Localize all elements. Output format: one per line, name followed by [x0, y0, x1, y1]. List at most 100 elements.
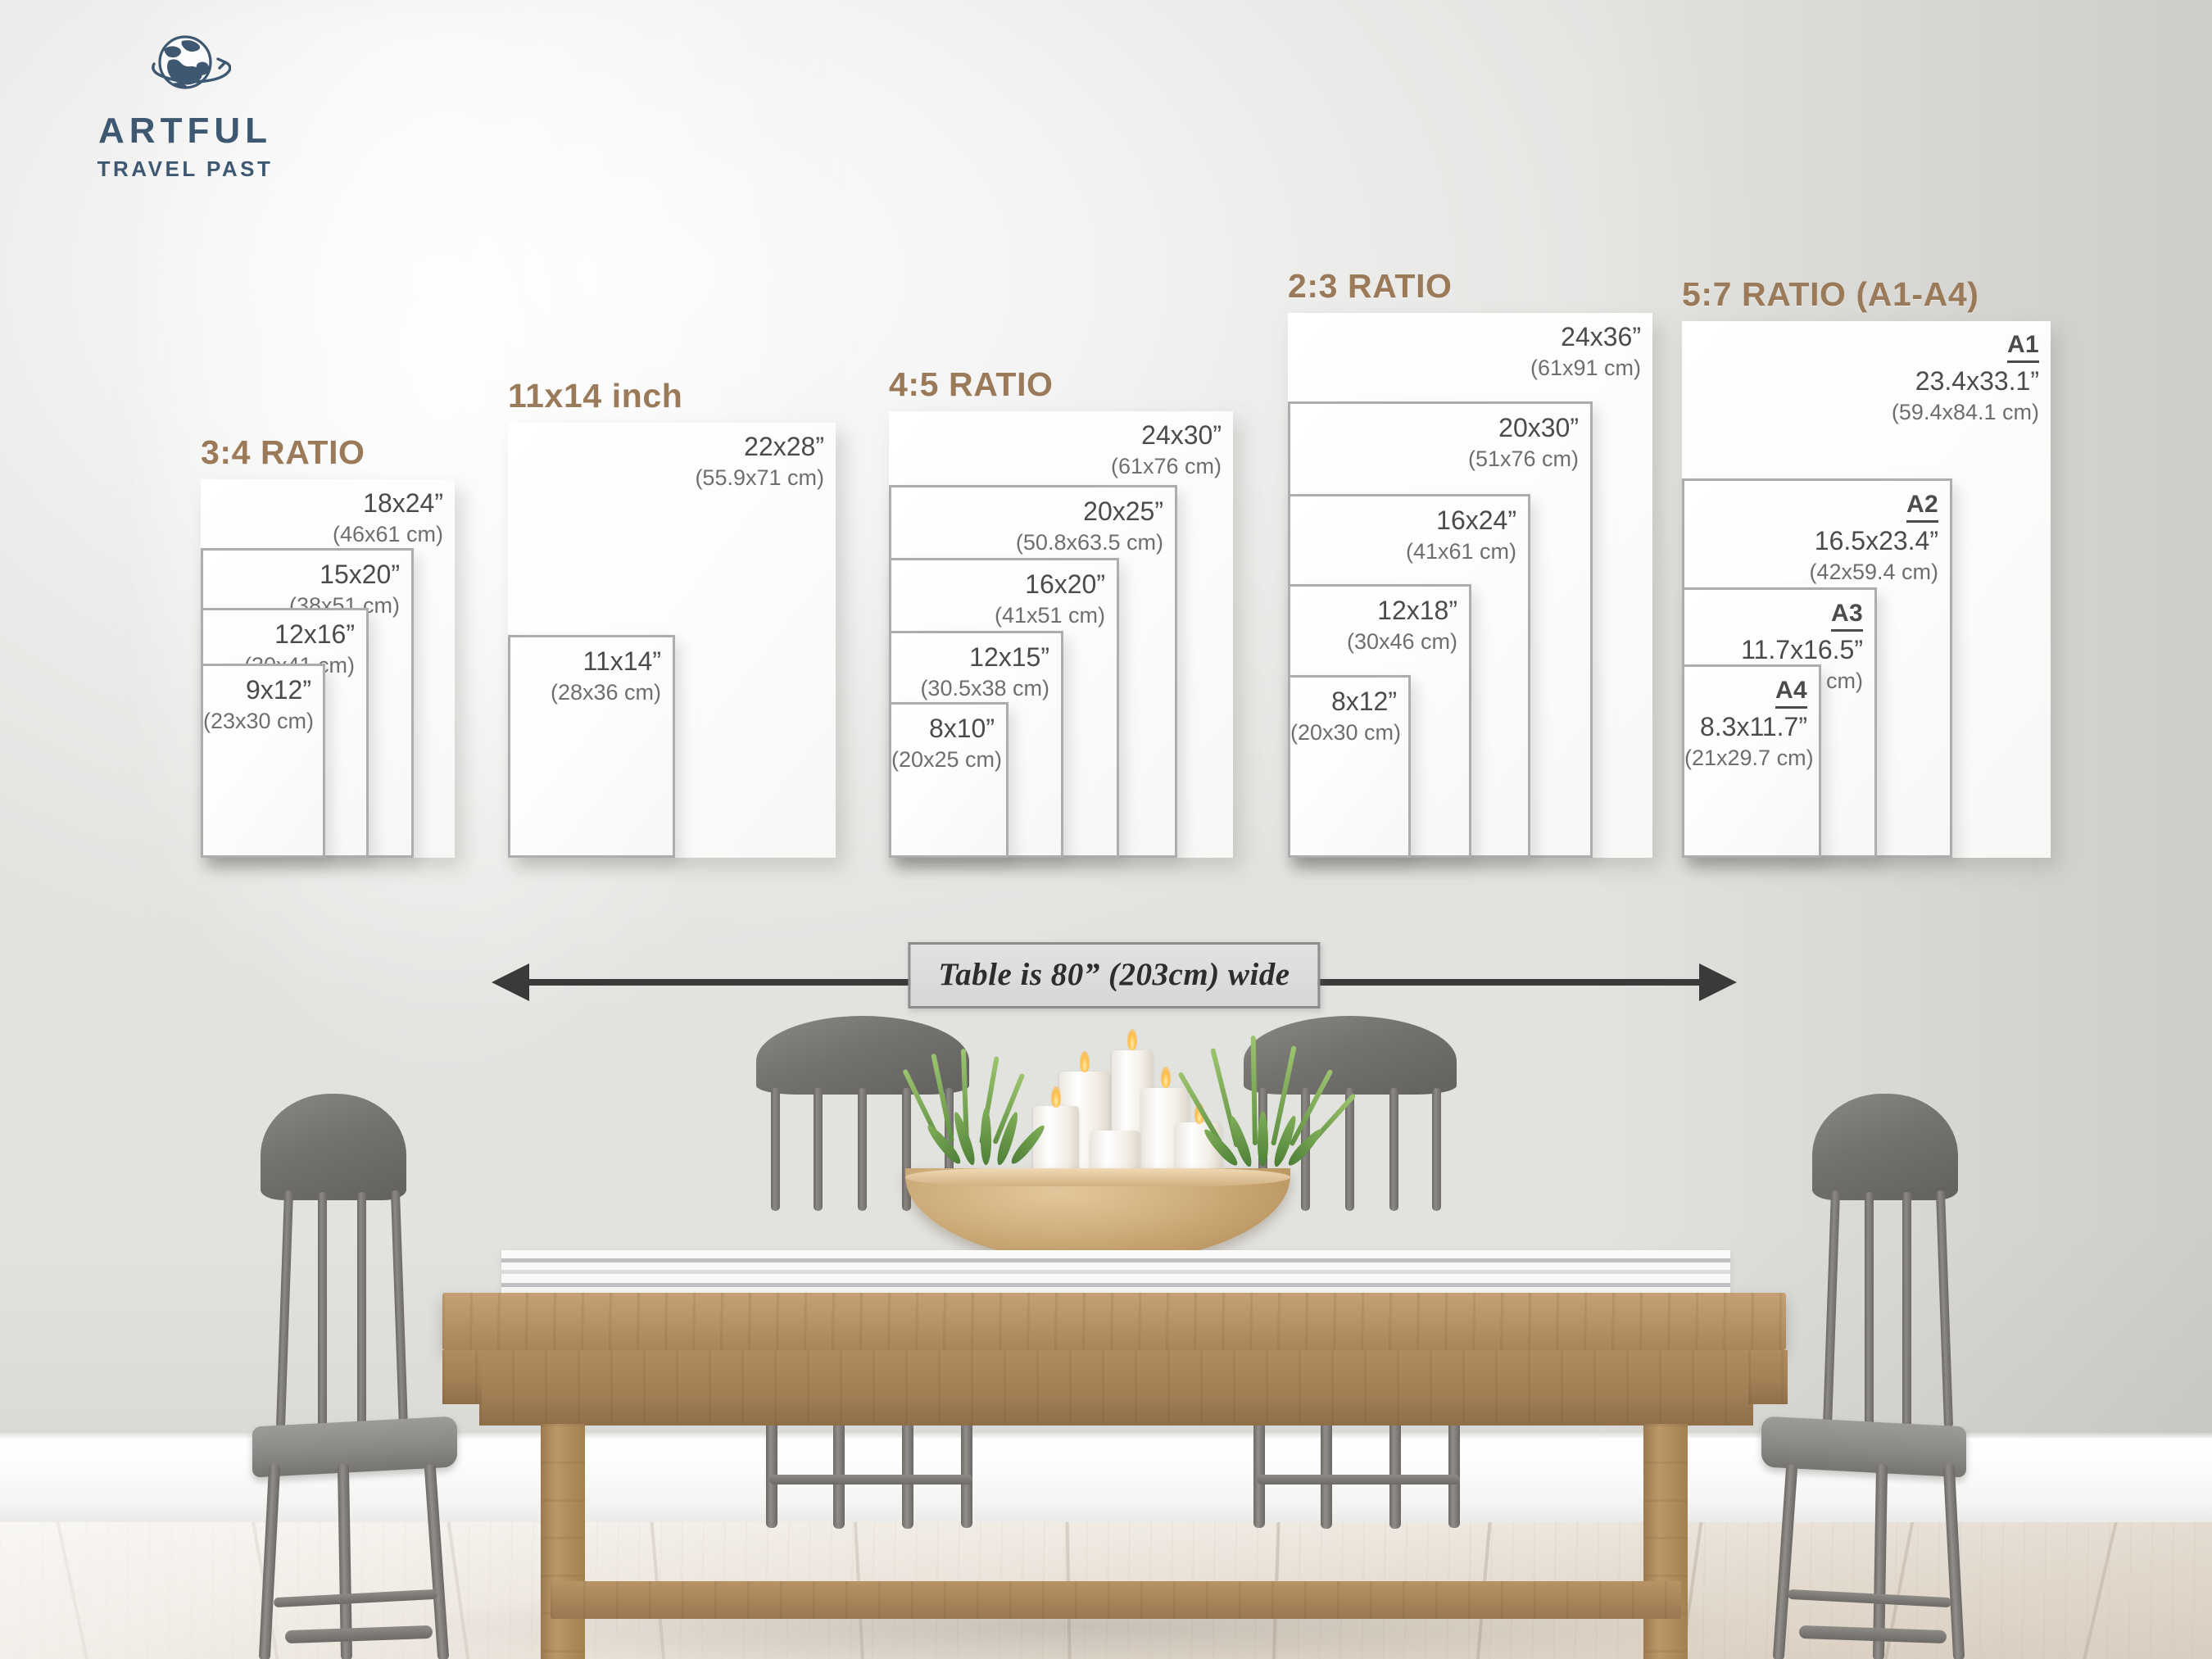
size-cm: (30x46 cm): [1346, 628, 1457, 654]
group-title: 11x14 inch: [508, 377, 683, 415]
paper-size-name: A1: [2007, 330, 2039, 364]
size-inches: 20x25”: [1083, 496, 1163, 526]
size-group-4-5: 4:5 RATIO 24x30” (61x76 cm) 20x25” (50.8…: [889, 365, 1233, 858]
size-inches: 8x10”: [928, 714, 995, 743]
frame-label: A4 8.3x11.7” (21x29.7 cm): [1684, 676, 1814, 772]
size-group-2-3: 2:3 RATIO 24x36” (61x91 cm) 20x30” (51x7…: [1288, 267, 1652, 858]
frame-label: A2 16.5x23.4” (42x59.4 cm): [1684, 490, 1938, 586]
size-inches: 12x18”: [1377, 596, 1457, 625]
bowl-rim: [905, 1168, 1290, 1186]
flame-icon: [1161, 1067, 1171, 1088]
flame-icon: [1127, 1029, 1137, 1050]
size-inches: 22x28”: [744, 432, 824, 461]
table-apron-end-left: [442, 1350, 482, 1404]
chair-front-left[interactable]: [236, 1094, 490, 1659]
size-inches: 16x20”: [1025, 569, 1105, 599]
frame-a4[interactable]: A4 8.3x11.7” (21x29.7 cm): [1682, 664, 1821, 858]
measurement-label: Table is 80” (203cm) wide: [938, 957, 1290, 992]
frame-label: 11x14” (28x36 cm): [510, 646, 661, 706]
size-inches: 15x20”: [320, 560, 400, 589]
table-stretcher: [551, 1581, 1681, 1619]
size-cm: (41x61 cm): [1405, 538, 1516, 564]
size-group-3-4: 3:4 RATIO 18x24” (46x61 cm) 15x20” (38x5…: [201, 433, 455, 858]
frame-label: 16x24” (41x61 cm): [1290, 505, 1516, 565]
paper-size-name: A4: [1775, 676, 1807, 709]
size-cm: (23x30 cm): [203, 708, 315, 733]
size-inches: 23.4x33.1”: [1915, 366, 2039, 397]
size-inches: 8.3x11.7”: [1699, 712, 1807, 742]
size-inches: 9x12”: [245, 675, 311, 705]
size-cm: (51x76 cm): [1467, 446, 1579, 471]
group-title: 4:5 RATIO: [889, 365, 1054, 403]
paper-size-name: A3: [1831, 599, 1863, 632]
size-cm: (28x36 cm): [550, 679, 661, 705]
frame-label: 22x28” (55.9x71 cm): [508, 432, 824, 492]
centerpiece: [881, 1008, 1357, 1278]
dining-table[interactable]: [0, 1008, 2212, 1659]
paper-size-name: A2: [1906, 490, 1938, 524]
size-inches: 12x15”: [969, 642, 1049, 672]
size-cm: (59.4x84.1 cm): [1891, 400, 2039, 425]
chair-front-right[interactable]: [1737, 1094, 1991, 1659]
size-cm: (41x51 cm): [994, 602, 1105, 628]
frame-11x14[interactable]: 11x14” (28x36 cm): [508, 635, 675, 858]
flame-icon: [1080, 1051, 1090, 1072]
arrow-right-icon: [1699, 963, 1737, 1001]
size-inches: 16x24”: [1436, 505, 1516, 535]
brand-name-secondary: TRAVEL PAST: [97, 156, 274, 181]
size-inches: 12x16”: [274, 619, 355, 649]
table-leg-left: [541, 1424, 585, 1659]
globe-icon: [54, 28, 316, 103]
size-inches: 18x24”: [363, 488, 443, 518]
flame-icon: [1051, 1086, 1061, 1108]
frame-8x10[interactable]: 8x10” (20x25 cm): [889, 702, 1009, 858]
size-group-5-7: 5:7 RATIO (A1-A4) A1 23.4x33.1” (59.4x84…: [1682, 275, 2051, 858]
table-width-measurement: Table is 80” (203cm) wide: [492, 939, 1737, 1021]
table-leg-right: [1643, 1424, 1688, 1659]
frame-label: 9x12” (23x30 cm): [203, 675, 315, 735]
frame-label: 8x10” (20x25 cm): [891, 714, 1003, 773]
group-title: 5:7 RATIO (A1-A4): [1682, 275, 1979, 313]
size-cm: (21x29.7 cm): [1684, 746, 1814, 771]
frame-8x12[interactable]: 8x12” (20x30 cm): [1288, 675, 1411, 858]
group-title: 3:4 RATIO: [201, 433, 365, 471]
furniture-group: [0, 1008, 2212, 1659]
size-group-11x14: 11x14 inch 22x28” (55.9x71 cm) 11x14” (2…: [508, 377, 836, 858]
brand-name-primary: ARTFUL: [98, 111, 272, 151]
frame-label: 12x18” (30x46 cm): [1290, 596, 1457, 655]
frame-label: A1 23.4x33.1” (59.4x84.1 cm): [1682, 330, 2039, 426]
frame-label: 18x24” (46x61 cm): [201, 488, 443, 548]
table-apron: [479, 1350, 1753, 1426]
size-cm: (30.5x38 cm): [920, 675, 1049, 700]
size-cm: (20x25 cm): [891, 746, 1003, 772]
frame-9x12[interactable]: 9x12” (23x30 cm): [201, 664, 325, 858]
frame-label: 20x25” (50.8x63.5 cm): [891, 496, 1163, 556]
frame-label: 20x30” (51x76 cm): [1290, 413, 1579, 473]
size-cm: (20x30 cm): [1290, 719, 1402, 745]
size-cm: (55.9x71 cm): [695, 465, 824, 490]
size-cm: (61x91 cm): [1530, 355, 1641, 380]
size-inches: 20x30”: [1498, 413, 1579, 442]
measurement-badge: Table is 80” (203cm) wide: [908, 942, 1321, 1009]
size-inches: 8x12”: [1330, 687, 1397, 716]
size-cm: (50.8x63.5 cm): [1015, 529, 1163, 555]
size-cm: (42x59.4 cm): [1809, 560, 1938, 585]
size-inches: 11.7x16.5”: [1741, 635, 1863, 665]
table-runner: [501, 1250, 1730, 1298]
frame-label: 24x30” (61x76 cm): [889, 420, 1222, 480]
group-title: 2:3 RATIO: [1288, 267, 1453, 305]
table-top: [442, 1293, 1786, 1350]
arrow-left-icon: [492, 963, 529, 1001]
size-inches: 24x36”: [1561, 322, 1641, 351]
frame-label: 12x15” (30.5x38 cm): [891, 642, 1049, 702]
size-inches: 16.5x23.4”: [1814, 526, 1938, 556]
frame-label: 24x36” (61x91 cm): [1288, 322, 1641, 382]
size-cm: (46x61 cm): [332, 521, 443, 546]
size-inches: 11x14”: [582, 646, 661, 676]
brand-logo: ARTFUL TRAVEL PAST: [54, 28, 316, 179]
frame-label: 16x20” (41x51 cm): [891, 569, 1105, 629]
table-apron-end-right: [1748, 1350, 1788, 1404]
frame-label: 8x12” (20x30 cm): [1290, 687, 1402, 746]
size-cm: (61x76 cm): [1110, 453, 1222, 478]
